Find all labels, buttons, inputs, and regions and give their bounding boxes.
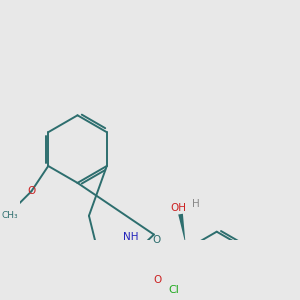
Text: CH₃: CH₃	[1, 211, 18, 220]
Text: OH: OH	[171, 203, 187, 213]
Text: H: H	[192, 199, 200, 209]
Text: O: O	[154, 275, 162, 285]
Text: Cl: Cl	[169, 285, 180, 295]
Text: O: O	[152, 235, 161, 244]
Polygon shape	[178, 214, 186, 244]
Text: O: O	[27, 186, 35, 197]
Text: NH: NH	[123, 232, 138, 242]
